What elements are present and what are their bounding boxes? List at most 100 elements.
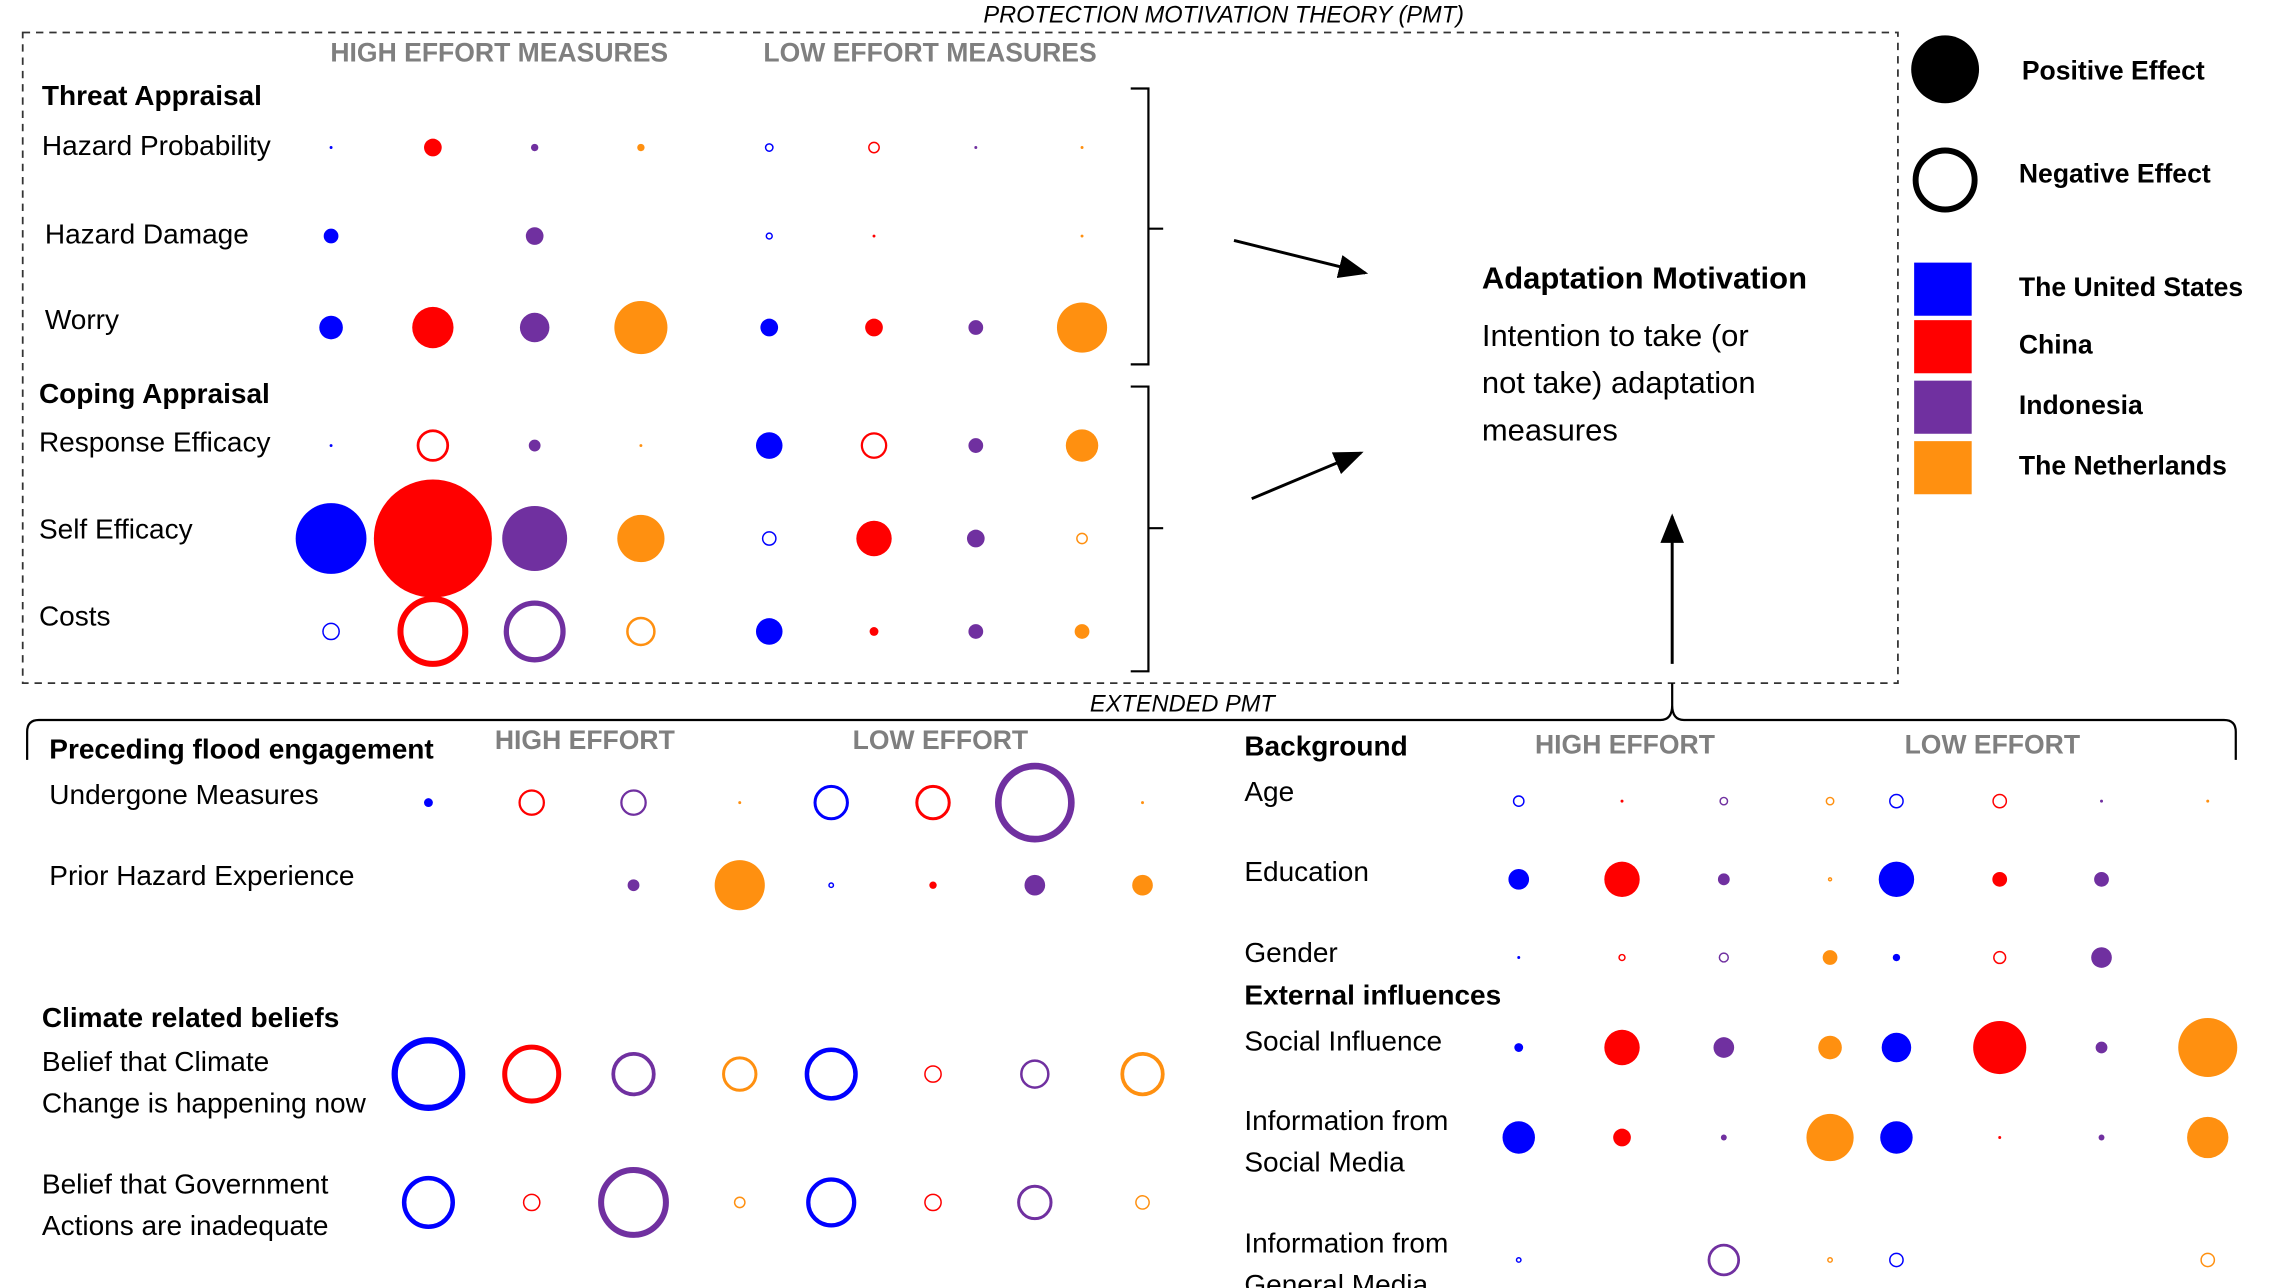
negative-effect [722, 1056, 758, 1092]
positive-effect [1973, 1020, 2027, 1075]
negative-effect [1992, 793, 2008, 809]
negative-effect [611, 1051, 656, 1097]
positive-effect [323, 228, 339, 244]
row-label: Costs [39, 601, 111, 632]
positive-effect [755, 618, 783, 645]
positive-effect [1074, 624, 1090, 639]
positive-effect [2100, 799, 2103, 803]
negative-effect [397, 596, 469, 667]
positive-effect [760, 318, 779, 337]
positive-effect [637, 143, 645, 152]
positive-effect [1514, 1043, 1524, 1052]
row-label: Social Influence [1244, 1025, 1442, 1056]
positive-effect [295, 503, 367, 574]
negative-effect [764, 143, 774, 152]
outcome-line: Intention to take (or [1482, 318, 1749, 353]
row-label: Self Efficacy [39, 514, 193, 545]
negative-effect [1120, 1051, 1165, 1097]
negative-effect [1707, 1243, 1741, 1277]
positive-effect [519, 312, 550, 343]
legend-country: The United States [2019, 272, 2243, 302]
negative-effect [401, 1175, 456, 1229]
positive-effect [1132, 874, 1153, 896]
negative-effect [1827, 1257, 1833, 1263]
group-label: Climate related beliefs [42, 1002, 339, 1033]
positive-effect [1080, 146, 1084, 150]
legend-country: China [2019, 330, 2093, 360]
positive-effect [1806, 1113, 1854, 1162]
group-label: Coping Appraisal [39, 378, 270, 409]
column-header: LOW EFFORT [853, 725, 1028, 755]
positive-effect [1992, 871, 2008, 887]
legend-negative-icon [1912, 147, 1978, 213]
positive-effect [2091, 947, 2112, 968]
positive-effect [2206, 799, 2210, 803]
negative-effect [828, 882, 835, 889]
extended-brace [26, 683, 2237, 760]
legend-negative: Negative Effect [2019, 159, 2211, 189]
positive-effect [968, 624, 984, 639]
column-header: HIGH EFFORT [1535, 730, 1715, 760]
negative-effect [522, 1193, 541, 1212]
positive-effect [329, 146, 333, 150]
positive-effect [525, 227, 544, 245]
positive-effect [1517, 956, 1521, 959]
positive-effect [1892, 953, 1901, 962]
legend-country: Indonesia [2019, 390, 2143, 420]
negative-effect [1076, 532, 1088, 545]
positive-effect [856, 520, 892, 557]
positive-effect [1604, 1029, 1640, 1066]
positive-effect [2098, 1134, 2105, 1141]
positive-effect [1613, 1128, 1631, 1147]
group-label: Threat Appraisal [42, 80, 262, 111]
positive-effect [1502, 1121, 1535, 1154]
positive-effect [1822, 950, 1838, 965]
arrow [1251, 451, 1364, 501]
negative-effect [1135, 1195, 1150, 1210]
negative-effect [1718, 952, 1729, 963]
row-label: Undergone Measures [49, 779, 318, 810]
positive-effect [2095, 1041, 2108, 1054]
positive-effect [1604, 861, 1640, 898]
positive-effect [412, 306, 454, 349]
positive-effect [373, 479, 492, 598]
negative-effect [502, 1044, 562, 1104]
column-header: HIGH EFFORT [495, 725, 675, 755]
negative-effect [391, 1037, 466, 1111]
positive-effect [319, 315, 343, 340]
positive-effect [614, 300, 668, 355]
bracket [1130, 385, 1164, 673]
row-label: Belief that Government [42, 1169, 329, 1200]
positive-effect [968, 438, 984, 453]
column-header: LOW EFFORT MEASURES [763, 38, 1096, 68]
negative-effect [322, 622, 340, 641]
negative-effect [1889, 1252, 1904, 1268]
positive-effect [424, 138, 442, 157]
row-label: Information from [1244, 1228, 1448, 1259]
negative-effect [598, 1167, 669, 1238]
negative-effect [518, 789, 545, 816]
negative-effect [761, 531, 777, 546]
positive-effect [1065, 429, 1099, 462]
outcome-line: not take) adaptation [1482, 365, 1756, 400]
positive-effect [755, 432, 783, 459]
positive-effect [1056, 302, 1108, 353]
positive-effect [966, 529, 985, 548]
positive-effect [528, 439, 541, 452]
negative-effect [2200, 1252, 2216, 1268]
positive-effect [1141, 801, 1144, 805]
negative-effect [860, 432, 888, 459]
negative-effect [626, 616, 656, 647]
row-label: Age [1244, 776, 1294, 807]
group-label: External influences [1244, 980, 1501, 1011]
negative-effect [733, 1196, 746, 1209]
positive-effect [2178, 1018, 2238, 1078]
row-label: Gender [1244, 937, 1337, 968]
legend-positive-icon [1911, 35, 1980, 104]
positive-effect [1508, 868, 1530, 890]
negative-effect [1825, 796, 1835, 806]
negative-effect [1017, 1184, 1053, 1221]
positive-effect [869, 627, 879, 636]
positive-effect [2187, 1116, 2229, 1159]
